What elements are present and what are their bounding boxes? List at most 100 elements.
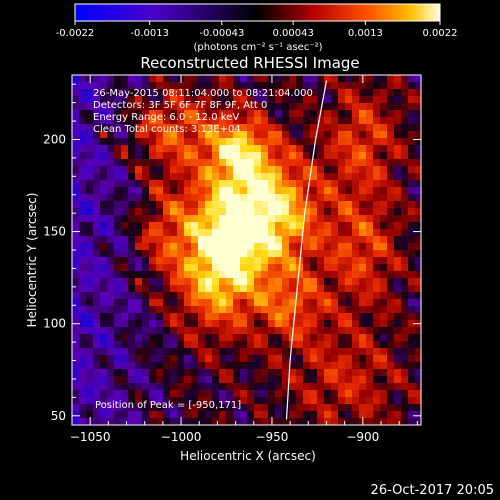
heatmap-cell: [352, 355, 360, 363]
heatmap-cell: [93, 145, 101, 153]
heatmap-cell: [149, 362, 157, 370]
heatmap-cell: [212, 313, 220, 321]
heatmap-cell: [184, 194, 192, 202]
heatmap-cell: [373, 306, 381, 314]
heatmap-cell: [226, 271, 234, 279]
heatmap-cell: [86, 82, 94, 90]
heatmap-cell: [331, 243, 339, 251]
heatmap-cell: [345, 110, 353, 118]
heatmap-cell: [100, 75, 108, 83]
heatmap-cell: [415, 271, 421, 279]
heatmap-cell: [198, 313, 206, 321]
heatmap-cell: [324, 313, 332, 321]
heatmap-cell: [128, 103, 136, 111]
heatmap-cell: [226, 215, 234, 223]
heatmap-cell: [317, 194, 325, 202]
heatmap-cell: [121, 376, 129, 384]
heatmap-cell: [177, 152, 185, 160]
heatmap-cell: [345, 390, 353, 398]
heatmap-cell: [247, 271, 255, 279]
heatmap-cell: [100, 124, 108, 132]
heatmap-cell: [408, 243, 416, 251]
heatmap-cell: [177, 243, 185, 251]
heatmap-cell: [338, 243, 346, 251]
heatmap-cell: [240, 117, 248, 125]
heatmap-cell: [86, 264, 94, 272]
heatmap-cell: [72, 215, 80, 223]
heatmap-cell: [86, 173, 94, 181]
heatmap-cell: [205, 341, 213, 349]
heatmap-cell: [261, 229, 269, 237]
heatmap-cell: [352, 390, 360, 398]
heatmap-cell: [72, 376, 80, 384]
heatmap-cell: [100, 145, 108, 153]
heatmap-cell: [121, 369, 129, 377]
heatmap-cell: [275, 117, 283, 125]
heatmap-cell: [86, 292, 94, 300]
heatmap-cell: [72, 292, 80, 300]
heatmap-cell: [156, 82, 164, 90]
colorbar: [75, 4, 440, 21]
heatmap-cell: [184, 222, 192, 230]
heatmap-cell: [177, 355, 185, 363]
heatmap-cell: [142, 131, 150, 139]
heatmap-cell: [282, 159, 290, 167]
heatmap-cell: [177, 187, 185, 195]
heatmap-cell: [359, 383, 367, 391]
heatmap-cell: [191, 208, 199, 216]
heatmap-cell: [170, 166, 178, 174]
heatmap-cell: [387, 285, 395, 293]
x-tick-label: −1000: [161, 430, 202, 444]
heatmap-cell: [268, 348, 276, 356]
heatmap-cell: [387, 306, 395, 314]
heatmap-cell: [198, 299, 206, 307]
heatmap-cell: [142, 411, 150, 419]
heatmap-cell: [296, 313, 304, 321]
heatmap-cell: [338, 229, 346, 237]
heatmap-cell: [72, 397, 80, 405]
heatmap-cell: [121, 334, 129, 342]
heatmap-cell: [380, 411, 388, 419]
heatmap-cell: [149, 138, 157, 146]
heatmap-cell: [408, 236, 416, 244]
heatmap-cell: [114, 257, 122, 265]
heatmap-cell: [86, 208, 94, 216]
heatmap-cell: [142, 299, 150, 307]
heatmap-cell: [135, 159, 143, 167]
heatmap-cell: [366, 362, 374, 370]
heatmap-cell: [289, 110, 297, 118]
heatmap-cell: [72, 327, 80, 335]
heatmap-cell: [254, 124, 262, 132]
heatmap-cell: [191, 334, 199, 342]
heatmap-cell: [261, 138, 269, 146]
heatmap-cell: [93, 180, 101, 188]
heatmap-cell: [387, 278, 395, 286]
heatmap-cell: [128, 89, 136, 97]
heatmap-cell: [170, 222, 178, 230]
x-tick-label: −950: [255, 430, 288, 444]
heatmap-cell: [317, 397, 325, 405]
heatmap-cell: [261, 383, 269, 391]
heatmap-cell: [226, 103, 234, 111]
heatmap-cell: [135, 124, 143, 132]
heatmap-cell: [380, 229, 388, 237]
heatmap-cell: [226, 334, 234, 342]
heatmap-cell: [408, 404, 416, 412]
heatmap-cell: [205, 187, 213, 195]
colorbar-unit-label: (photons cm⁻² s⁻¹ asec⁻²): [193, 42, 322, 53]
heatmap-cell: [114, 285, 122, 293]
heatmap-cell: [100, 250, 108, 258]
heatmap-cell: [366, 103, 374, 111]
heatmap-cell: [219, 110, 227, 118]
heatmap-cell: [233, 362, 241, 370]
heatmap-cell: [296, 236, 304, 244]
heatmap-cell: [198, 152, 206, 160]
heatmap-cell: [114, 215, 122, 223]
heatmap-cell: [408, 369, 416, 377]
heatmap-cell: [128, 131, 136, 139]
heatmap-cell: [156, 201, 164, 209]
heatmap-cell: [212, 327, 220, 335]
heatmap-cell: [128, 299, 136, 307]
heatmap-cell: [212, 334, 220, 342]
